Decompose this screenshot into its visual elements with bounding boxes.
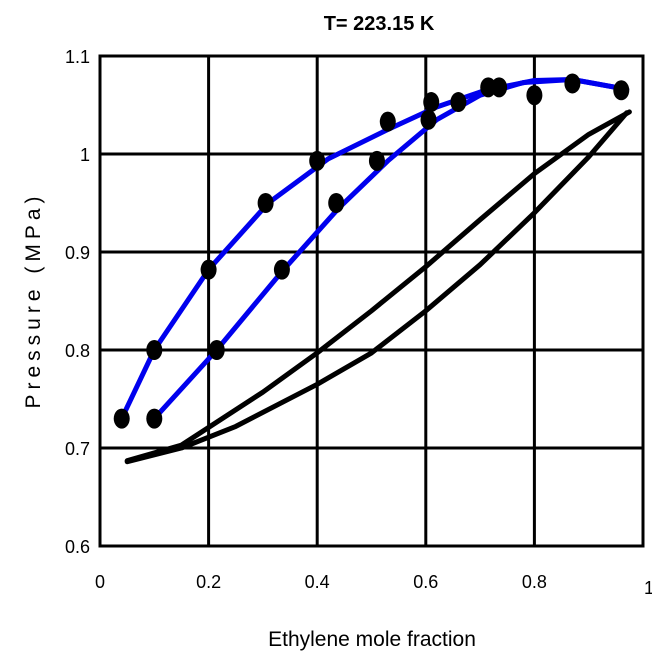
grid — [100, 56, 643, 546]
data-points — [113, 73, 630, 429]
x-tick-label: 1 — [644, 578, 652, 598]
data-point — [146, 340, 163, 360]
x-tick-label: 0.6 — [413, 572, 438, 592]
data-point — [423, 92, 440, 113]
plot-area-frame — [98, 54, 645, 548]
y-tick-label: 0.7 — [65, 439, 90, 459]
data-point — [273, 259, 290, 280]
data-point — [613, 80, 630, 101]
y-tick-label: 0.8 — [65, 341, 90, 361]
y-axis-label: Pressure (MPa) — [22, 191, 45, 408]
reference-curve — [124, 110, 630, 465]
data-point — [200, 259, 217, 280]
x-axis-label: Ethylene mole fraction — [268, 628, 476, 651]
data-point — [491, 77, 508, 98]
data-point — [208, 340, 225, 360]
data-point — [420, 109, 437, 130]
data-point — [309, 150, 326, 171]
data-point — [450, 92, 467, 113]
y-tick-label: 1.1 — [65, 47, 90, 67]
model-curve — [151, 77, 630, 422]
data-point — [564, 73, 581, 94]
chart-title: T= 223.15 K — [324, 13, 435, 35]
x-tick-label: 0.2 — [196, 572, 221, 592]
data-point — [526, 85, 543, 106]
x-tick-label: 0.8 — [522, 572, 547, 592]
data-point — [257, 193, 274, 213]
data-point — [328, 193, 345, 213]
curves — [119, 77, 632, 465]
data-point — [113, 408, 130, 429]
x-tick-label: 0.4 — [305, 572, 330, 592]
y-tick-label: 0.6 — [65, 537, 90, 557]
data-point — [379, 111, 396, 132]
reference-curve — [124, 109, 632, 464]
tick-labels: 0 0.2 0.4 0.6 0.8 1 0.6 0.7 0.8 0.9 1 1.1 — [65, 47, 652, 598]
y-tick-label: 1 — [80, 145, 90, 165]
data-point — [146, 408, 163, 429]
x-tick-label: 0 — [95, 572, 105, 592]
y-tick-label: 0.9 — [65, 243, 90, 263]
data-point — [368, 150, 385, 171]
